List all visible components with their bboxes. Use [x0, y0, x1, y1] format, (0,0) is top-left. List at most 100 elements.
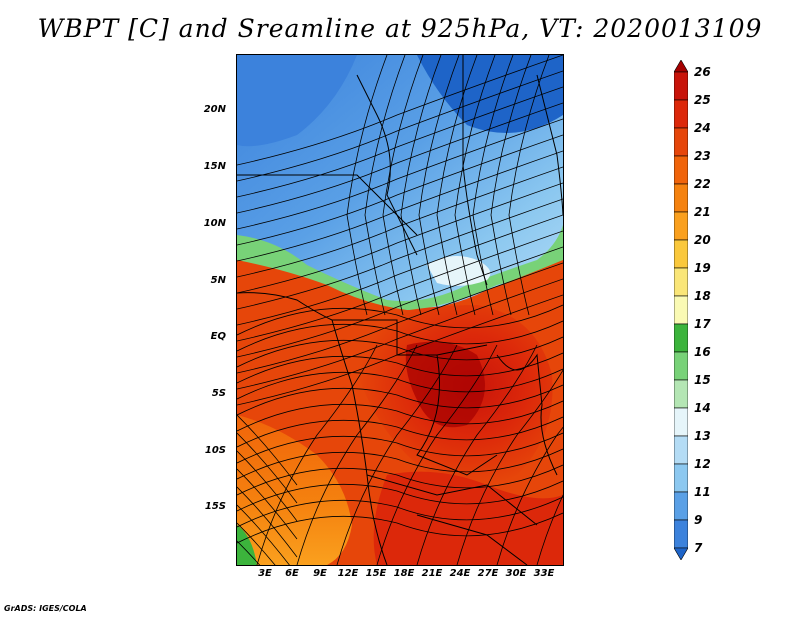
map-panel [236, 54, 564, 566]
warm-hotspot [405, 341, 485, 428]
colorbar-segment [674, 211, 688, 241]
lon-label-21e: 21E [421, 568, 443, 579]
colorbar-segment [674, 295, 688, 325]
colorbar-graphic [674, 60, 688, 560]
streamline [237, 198, 563, 310]
colorbar-label: 13 [694, 429, 711, 443]
streamline [400, 55, 442, 316]
colorbar-label: 19 [694, 261, 711, 275]
colorbar-segment [674, 183, 688, 213]
streamline [237, 504, 290, 565]
lat-label-5s: 5S [211, 388, 226, 399]
streamline [382, 55, 424, 316]
streamline [237, 55, 563, 166]
cool-southwest-corner [237, 525, 257, 565]
streamline [237, 400, 563, 432]
streamline [237, 150, 563, 262]
lon-label-27e: 27E [477, 568, 499, 579]
colorbar-segment [674, 435, 688, 465]
colorbar-segment [674, 267, 688, 297]
streamline [237, 468, 298, 540]
streamline [237, 118, 563, 230]
streamline [237, 432, 563, 464]
colorbar-segment [674, 491, 688, 521]
colorbar-label: 7 [694, 541, 703, 555]
colorbar-segment [674, 127, 688, 157]
streamline [237, 336, 563, 368]
streamline [237, 304, 563, 336]
colorbar-segment [674, 99, 688, 129]
lon-label-33e: 33E [533, 568, 555, 579]
lat-label-20n: 20N [203, 104, 226, 115]
wbpt-map [237, 55, 563, 565]
lon-label-30e: 30E [505, 568, 527, 579]
streamline [256, 344, 378, 565]
streamline [237, 464, 563, 496]
transition-band [237, 225, 563, 311]
colorbar-segment [674, 155, 688, 185]
colorbar-label: 12 [694, 457, 711, 471]
streamline [364, 55, 406, 316]
cool-region-mid [237, 55, 357, 147]
colorbar-label: 14 [694, 401, 711, 415]
streamline [454, 55, 496, 316]
streamline [237, 416, 563, 448]
colorbar [674, 60, 688, 560]
streamline [237, 182, 563, 294]
colorbar-segment [674, 379, 688, 409]
colorbar-segment [674, 519, 688, 549]
colorbar-segment [674, 323, 688, 353]
streamline [376, 344, 498, 565]
lon-label-9e: 9E [313, 568, 327, 579]
streamline [237, 278, 563, 390]
streamline [237, 246, 563, 358]
credit-text: GrADS: IGES/COLA [4, 604, 87, 613]
colorbar-bottom-arrow [674, 547, 688, 560]
colorbar-label: 15 [694, 373, 711, 387]
streamline [490, 55, 532, 316]
colorbar-segment [674, 239, 688, 269]
streamline [237, 86, 563, 198]
warm-southeast [373, 471, 563, 565]
streamline [508, 55, 550, 316]
streamline [456, 369, 563, 565]
lon-label-12e: 12E [337, 568, 359, 579]
streamline [237, 540, 261, 565]
colorbar-label: 9 [694, 513, 703, 527]
streamline [416, 344, 538, 565]
streamline [418, 55, 460, 316]
colorbar-label: 24 [694, 121, 711, 135]
colorbar-segment [674, 71, 688, 101]
colorbar-label: 26 [694, 65, 711, 79]
streamline [237, 450, 298, 522]
colorbar-top-arrow [674, 60, 688, 73]
streamline [436, 55, 478, 316]
streamline [237, 102, 563, 214]
streamline [237, 414, 298, 486]
streamline [237, 262, 563, 374]
colorbar-label: 16 [694, 345, 711, 359]
streamline [237, 352, 563, 384]
streamline [496, 426, 563, 565]
streamline [237, 432, 298, 504]
streamline [237, 70, 563, 182]
chart-title: WBPT [C] and Sreamline at 925hPa, VT: 20… [37, 14, 763, 43]
streamline [237, 294, 563, 406]
lon-label-3e: 3E [258, 568, 272, 579]
colorbar-segment [674, 463, 688, 493]
lat-label-10n: 10N [203, 218, 226, 229]
streamline [237, 522, 276, 565]
lon-label-15e: 15E [365, 568, 387, 579]
colorbar-label: 17 [694, 317, 711, 331]
colorbar-label: 11 [694, 485, 711, 499]
streamline [472, 55, 514, 316]
lon-label-6e: 6E [285, 568, 299, 579]
streamline [336, 344, 458, 565]
lon-label-18e: 18E [393, 568, 415, 579]
lat-label-10s: 10S [204, 445, 226, 456]
cool-region-deep [417, 55, 563, 133]
lat-label-15s: 15S [204, 501, 226, 512]
lat-label-eq: EQ [210, 331, 226, 342]
colorbar-segment [674, 351, 688, 381]
streamline [237, 384, 563, 416]
